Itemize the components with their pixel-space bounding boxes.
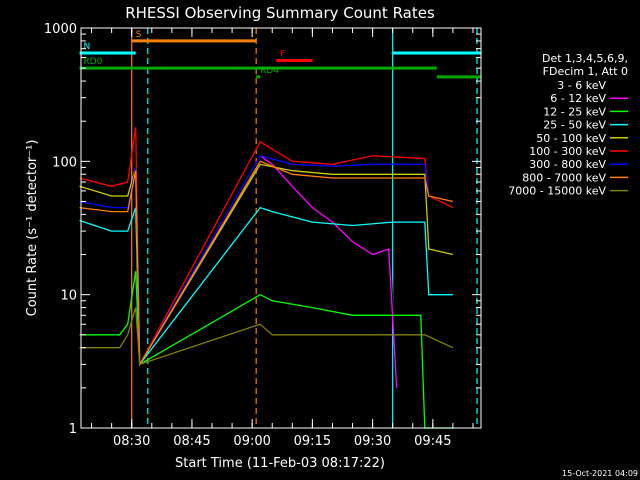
x-tick-label-1: 08:45 [173, 434, 210, 449]
legend-label-5: 100 - 300 keV [529, 145, 606, 158]
legend-label-4: 50 - 100 keV [536, 132, 606, 145]
legend-label-8: 7000 - 15000 keV [508, 185, 606, 198]
x-tick-label-5: 09:45 [414, 434, 451, 449]
flag-label-1: N [84, 42, 91, 52]
x-axis-label: Start Time (11-Feb-03 08:17:22) [175, 456, 385, 471]
flag-label-0: S [136, 30, 142, 40]
legend-label-3: 25 - 50 keV [543, 119, 606, 132]
chart-title: RHESSI Observing Summary Count Rates [125, 4, 435, 22]
x-tick-label-2: 09:00 [233, 434, 270, 449]
series-line-6 [79, 155, 454, 367]
legend-label-2: 12 - 25 keV [543, 105, 606, 118]
flag-label-5: RD4 [260, 66, 279, 76]
x-tick-label-4: 09:30 [354, 434, 391, 449]
legend-label-0: 3 - 6 keV [557, 79, 606, 92]
series-line-8 [79, 307, 454, 366]
y-tick-label-0: 1 [69, 422, 77, 437]
y-tick-label-2: 100 [52, 155, 77, 170]
plot-frame [80, 27, 482, 429]
flag-label-3: F [280, 50, 285, 60]
x-tick-label-3: 09:15 [294, 434, 331, 449]
legend-header-0: Det 1,3,4,5,6,9, [542, 52, 628, 65]
legend-label-1: 6 - 12 keV [550, 92, 606, 105]
series-line-3 [79, 206, 453, 367]
series-line-2 [79, 271, 453, 429]
axes: 1 10 100 1000 08:30 08:45 09:00 09:15 09:30 09:45 [44, 22, 481, 449]
flag-label-4: RD0 [84, 57, 103, 67]
legend: Det 1,3,4,5,6,9,FDecim 1, Att 03 - 6 keV… [508, 52, 628, 198]
series-line-7 [79, 160, 454, 367]
plot-area: S N F RD0 RD4 [79, 28, 481, 429]
legend-label-7: 800 - 7000 keV [522, 171, 606, 184]
x-tick-label-0: 08:30 [113, 434, 150, 449]
y-axis-label: Count Rate (s⁻¹ detector⁻¹) [25, 140, 40, 317]
legend-label-6: 300 - 800 keV [529, 158, 606, 171]
y-tick-label-3: 1000 [44, 22, 77, 37]
series-line-1 [259, 155, 398, 388]
y-tick-label-1: 10 [60, 289, 77, 304]
legend-header-1: FDecim 1, Att 0 [543, 65, 628, 78]
timestamp: 15-Oct-2021 04:09 [562, 469, 638, 478]
